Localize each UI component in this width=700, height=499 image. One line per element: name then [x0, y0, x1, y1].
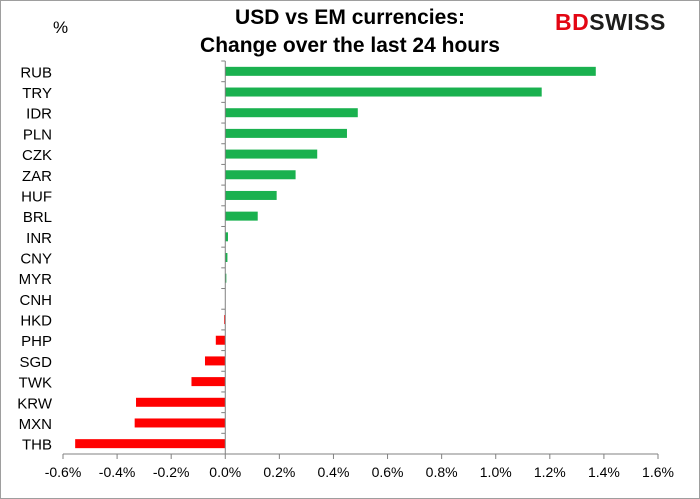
bar-krw [136, 397, 226, 407]
category-label-try: TRY [22, 85, 52, 102]
axes-group [62, 60, 659, 459]
bar-huf [225, 190, 277, 200]
x-tick-labels-group: -0.6% -0.4% -0.2% 0.0% 0.2% 0.4% 0.6% 0.8% 1.0% 1… [45, 464, 674, 480]
category-label-brl: BRL [23, 209, 52, 226]
x-tick-label: 1.6% [642, 464, 674, 480]
category-label-pln: PLN [23, 126, 52, 143]
category-label-rub: RUB [20, 64, 52, 81]
bar-idr [225, 108, 358, 118]
bars-group [75, 66, 596, 449]
x-tick-label: -0.2% [153, 464, 190, 480]
category-label-cny: CNY [20, 251, 52, 268]
bar-zar [225, 170, 296, 180]
bar-cny [225, 253, 228, 262]
unit-label: % [53, 18, 69, 37]
bar-mxn [134, 418, 226, 428]
bar-rub [225, 66, 596, 76]
bar-thb [75, 439, 226, 449]
logo-text-bd: BD [555, 8, 590, 35]
x-tick-label: 0.0% [209, 464, 241, 480]
category-labels-group: RUB TRY IDR PLN CZK ZAR HUF BRL INR CNY MYR CNH HKD P… [17, 64, 53, 453]
category-label-idr: IDR [26, 106, 52, 123]
category-label-mxn: MXN [19, 416, 52, 433]
bar-try [225, 87, 542, 97]
x-tick-label: -0.6% [45, 464, 82, 480]
category-label-krw: KRW [17, 395, 53, 412]
category-label-php: PHP [21, 333, 52, 350]
x-tick-label: 0.2% [263, 464, 295, 480]
bar-brl [225, 211, 258, 221]
bar-php [215, 335, 226, 345]
x-tick-label: 1.0% [480, 464, 512, 480]
x-tick-label: 1.4% [588, 464, 620, 480]
x-tick-label: 0.8% [426, 464, 458, 480]
logo-text-swiss: SWISS [589, 8, 666, 35]
category-label-hkd: HKD [20, 313, 52, 330]
bar-hkd [224, 315, 226, 325]
bar-pln [225, 128, 347, 138]
category-label-huf: HUF [21, 188, 52, 205]
x-tick-label: -0.4% [99, 464, 136, 480]
category-label-cnh: CNH [20, 292, 53, 309]
category-label-czk: CZK [22, 147, 52, 164]
bar-myr [225, 273, 227, 283]
bar-sgd [204, 356, 226, 366]
bar-twk [191, 377, 226, 387]
chart-title: USD vs EM currencies: [235, 6, 465, 29]
category-label-zar: ZAR [22, 168, 52, 185]
bdswiss-logo: BD SWISS [555, 8, 666, 36]
bar-czk [225, 149, 318, 159]
category-label-inr: INR [26, 230, 52, 247]
category-label-twk: TWK [19, 375, 52, 392]
chart-subtitle: Change over the last 24 hours [200, 34, 500, 57]
category-label-thb: THB [22, 437, 52, 454]
x-tick-label: 0.4% [317, 464, 349, 480]
bar-inr [225, 232, 228, 242]
x-tick-label: 0.6% [372, 464, 404, 480]
category-label-myr: MYR [19, 271, 53, 288]
category-label-sgd: SGD [19, 354, 52, 371]
x-tick-label: 1.2% [534, 464, 566, 480]
